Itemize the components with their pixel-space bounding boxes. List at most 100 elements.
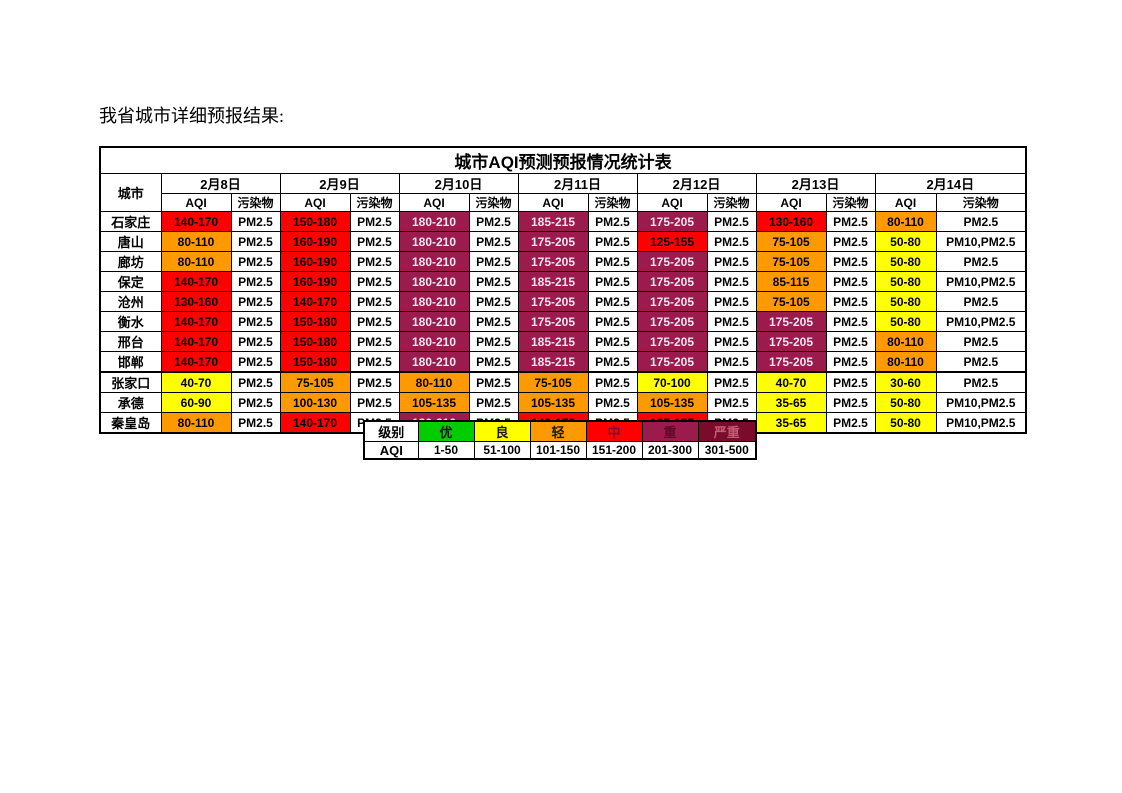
pollutant-cell: PM2.5 [825,271,876,292]
city-row: 张家口 40-70 PM2.5 75-105 PM2.5 80-110 PM2.5 75-10… [99,371,1027,393]
aqi-value-cell: 180-210 [398,271,470,292]
date-header: 2月10日 [398,173,519,194]
pollutant-cell: PM2.5 [935,291,1027,312]
legend-level-header: 级别 [363,420,419,442]
aqi-value-cell: 50-80 [874,311,937,332]
pollutant-cell: PM2.5 [825,231,876,252]
aqi-value-cell: 185-215 [517,331,589,352]
legend-level-cell: 优 [417,420,475,442]
pollutant-cell: PM2.5 [706,351,757,373]
city-name: 张家口 [99,371,162,393]
aqi-subheader: AQI [755,193,827,212]
legend-level-cell: 重 [641,420,699,442]
aqi-value-cell: 175-205 [636,311,708,332]
aqi-value-cell: 75-105 [755,231,827,252]
aqi-value-cell: 140-170 [279,412,351,434]
aqi-subheader: AQI [279,193,351,212]
aqi-value-cell: 175-205 [517,311,589,332]
city-row: 廊坊 80-110 PM2.5 160-190 PM2.5 180-210 PM2.5 175… [99,251,1027,272]
aqi-value-cell: 35-65 [755,392,827,413]
aqi-level-legend-table: 级别优良轻中重严重 AQI 1-50 51-100 101-150 151-200 201-… [363,420,757,460]
pollutant-cell: PM2.5 [230,311,281,332]
pollutant-cell: PM2.5 [468,351,519,373]
aqi-subheader: AQI [636,193,708,212]
aqi-value-cell: 175-205 [636,351,708,373]
aqi-value-cell: 180-210 [398,311,470,332]
city-row: 保定 140-170 PM2.5 160-190 PM2.5 180-210 PM2.5 18… [99,271,1027,292]
page-title: 我省城市详细预报结果: [99,106,284,126]
pollutant-cell: PM2.5 [587,251,638,272]
aqi-value-cell: 185-215 [517,271,589,292]
pollutant-cell: PM2.5 [935,251,1027,272]
legend-aqi-range-cell: 101-150 [529,441,587,460]
pollutant-cell: PM2.5 [468,251,519,272]
pollutant-cell: PM2.5 [825,331,876,352]
pollutant-subheader: 污染物 [230,193,281,212]
pollutant-cell: PM2.5 [587,311,638,332]
pollutant-subheader: 污染物 [825,193,876,212]
aqi-value-cell: 175-205 [755,311,827,332]
pollutant-cell: PM2.5 [825,251,876,272]
date-header: 2月13日 [755,173,876,194]
aqi-value-cell: 40-70 [755,371,827,393]
aqi-value-cell: 80-110 [874,351,937,373]
pollutant-cell: PM2.5 [587,392,638,413]
city-name: 衡水 [99,311,162,332]
pollutant-cell: PM10,PM2.5 [935,392,1027,413]
aqi-value-cell: 50-80 [874,251,937,272]
aqi-subheader: AQI [398,193,470,212]
pollutant-cell: PM2.5 [706,211,757,232]
pollutant-cell: PM2.5 [935,211,1027,232]
pollutant-cell: PM2.5 [587,211,638,232]
aqi-value-cell: 50-80 [874,392,937,413]
aqi-subheader: AQI [874,193,937,212]
legend-aqi-range-cell: 201-300 [641,441,699,460]
aqi-value-cell: 80-110 [874,211,937,232]
pollutant-cell: PM2.5 [468,331,519,352]
aqi-value-cell: 35-65 [755,412,827,434]
date-header: 2月14日 [874,173,1027,194]
date-header: 2月9日 [279,173,400,194]
aqi-value-cell: 70-100 [636,371,708,393]
pollutant-cell: PM2.5 [230,211,281,232]
aqi-value-cell: 180-210 [398,331,470,352]
aqi-value-cell: 175-205 [755,331,827,352]
aqi-value-cell: 40-70 [160,371,232,393]
legend-level-cell: 严重 [697,420,757,442]
aqi-value-cell: 130-160 [160,291,232,312]
pollutant-cell: PM2.5 [468,271,519,292]
pollutant-cell: PM2.5 [706,392,757,413]
aqi-value-cell: 125-155 [636,231,708,252]
aqi-value-cell: 80-110 [398,371,470,393]
aqi-value-cell: 140-170 [160,311,232,332]
pollutant-cell: PM2.5 [230,392,281,413]
aqi-value-cell: 50-80 [874,271,937,292]
pollutant-cell: PM2.5 [230,271,281,292]
pollutant-cell: PM10,PM2.5 [935,412,1027,434]
aqi-value-cell: 85-115 [755,271,827,292]
aqi-value-cell: 75-105 [755,251,827,272]
pollutant-cell: PM2.5 [468,311,519,332]
aqi-value-cell: 60-90 [160,392,232,413]
aqi-forecast-table-container: 城市AQI预测预报情况统计表 城市 2月8日 2月9日 2月10日 2月11日 2月12日 2… [99,146,1028,434]
pollutant-cell: PM2.5 [706,291,757,312]
legend-level-cell: 良 [473,420,531,442]
legend-aqi-range-cell: 51-100 [473,441,531,460]
pollutant-cell: PM10,PM2.5 [935,231,1027,252]
pollutant-cell: PM2.5 [587,231,638,252]
aqi-value-cell: 130-160 [755,211,827,232]
city-name: 保定 [99,271,162,292]
pollutant-subheader: 污染物 [349,193,400,212]
aqi-value-cell: 175-205 [517,251,589,272]
city-name: 邢台 [99,331,162,352]
pollutant-cell: PM2.5 [230,351,281,373]
pollutant-subheader: 污染物 [587,193,638,212]
aqi-value-cell: 50-80 [874,291,937,312]
pollutant-cell: PM2.5 [825,371,876,393]
pollutant-cell: PM2.5 [349,392,400,413]
city-name: 沧州 [99,291,162,312]
aqi-value-cell: 140-170 [160,271,232,292]
aqi-value-cell: 105-135 [517,392,589,413]
pollutant-cell: PM2.5 [825,351,876,373]
pollutant-subheader: 污染物 [468,193,519,212]
